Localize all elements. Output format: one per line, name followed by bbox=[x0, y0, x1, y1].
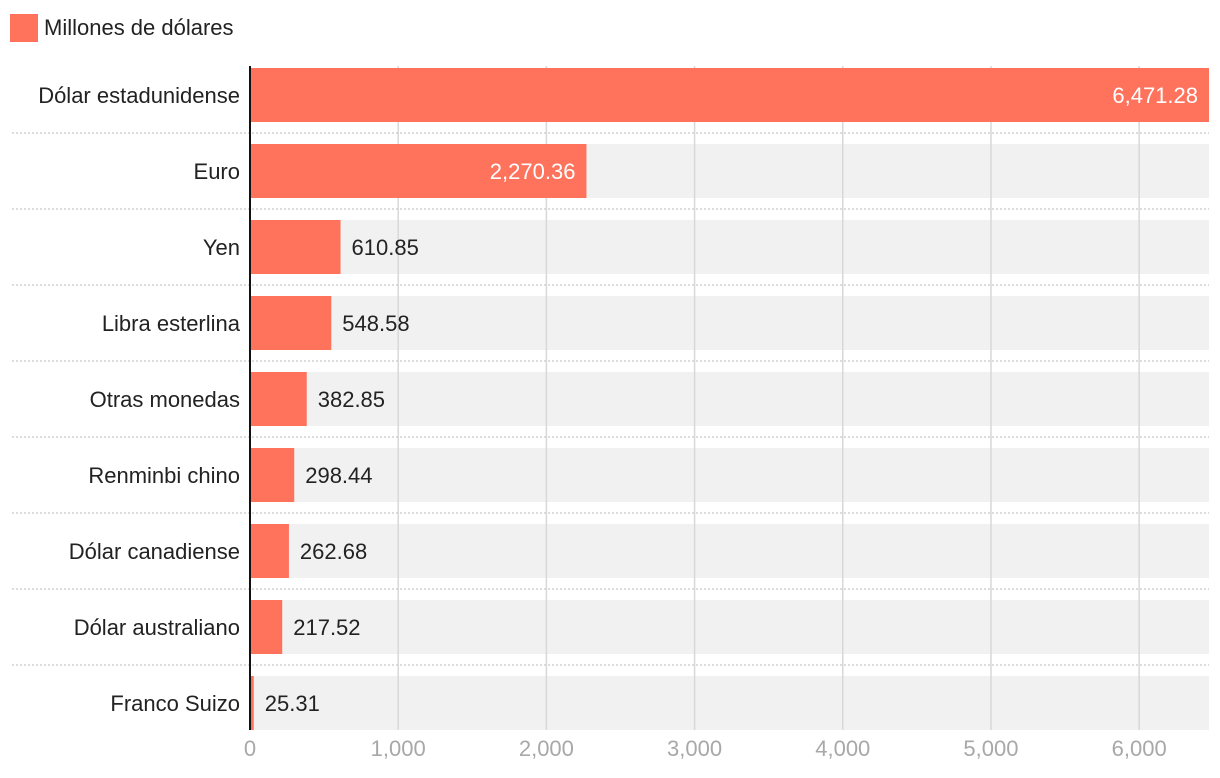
bar-track bbox=[250, 676, 1209, 730]
bar bbox=[250, 296, 332, 350]
legend-swatch bbox=[10, 14, 38, 42]
category-label: Yen bbox=[203, 235, 240, 260]
bar-track bbox=[250, 524, 1209, 578]
bar bbox=[250, 524, 289, 578]
bar-track bbox=[250, 372, 1209, 426]
value-label: 610.85 bbox=[352, 235, 419, 260]
x-tick-label: 1,000 bbox=[371, 736, 426, 761]
bar bbox=[250, 68, 1209, 122]
x-tick-label: 0 bbox=[244, 736, 256, 761]
bar-track bbox=[250, 296, 1209, 350]
value-label: 382.85 bbox=[318, 387, 385, 412]
category-label: Dólar canadiense bbox=[69, 539, 240, 564]
bar bbox=[250, 220, 341, 274]
value-label: 6,471.28 bbox=[1112, 83, 1198, 108]
bar-track bbox=[250, 600, 1209, 654]
category-label: Euro bbox=[194, 159, 240, 184]
bar bbox=[250, 144, 587, 198]
chart-legend: Millones de dólares bbox=[10, 13, 234, 43]
value-label: 217.52 bbox=[293, 615, 360, 640]
bar-track bbox=[250, 448, 1209, 502]
value-label: 298.44 bbox=[305, 463, 372, 488]
x-tick-label: 4,000 bbox=[815, 736, 870, 761]
category-label: Dólar estadunidense bbox=[38, 83, 240, 108]
x-tick-label: 2,000 bbox=[519, 736, 574, 761]
x-tick-label: 5,000 bbox=[963, 736, 1018, 761]
bar bbox=[250, 676, 254, 730]
value-label: 25.31 bbox=[265, 691, 320, 716]
bar bbox=[250, 448, 295, 502]
category-label: Renminbi chino bbox=[88, 463, 240, 488]
bar bbox=[250, 600, 283, 654]
value-label: 2,270.36 bbox=[490, 159, 576, 184]
category-label: Libra esterlina bbox=[102, 311, 241, 336]
category-label: Dólar australiano bbox=[74, 615, 240, 640]
value-label: 262.68 bbox=[300, 539, 367, 564]
category-label: Otras monedas bbox=[90, 387, 240, 412]
category-label: Franco Suizo bbox=[110, 691, 240, 716]
bar bbox=[250, 372, 307, 426]
bar-track bbox=[250, 220, 1209, 274]
x-tick-label: 3,000 bbox=[667, 736, 722, 761]
value-label: 548.58 bbox=[342, 311, 409, 336]
legend-label: Millones de dólares bbox=[44, 15, 234, 40]
x-tick-label: 6,000 bbox=[1112, 736, 1167, 761]
